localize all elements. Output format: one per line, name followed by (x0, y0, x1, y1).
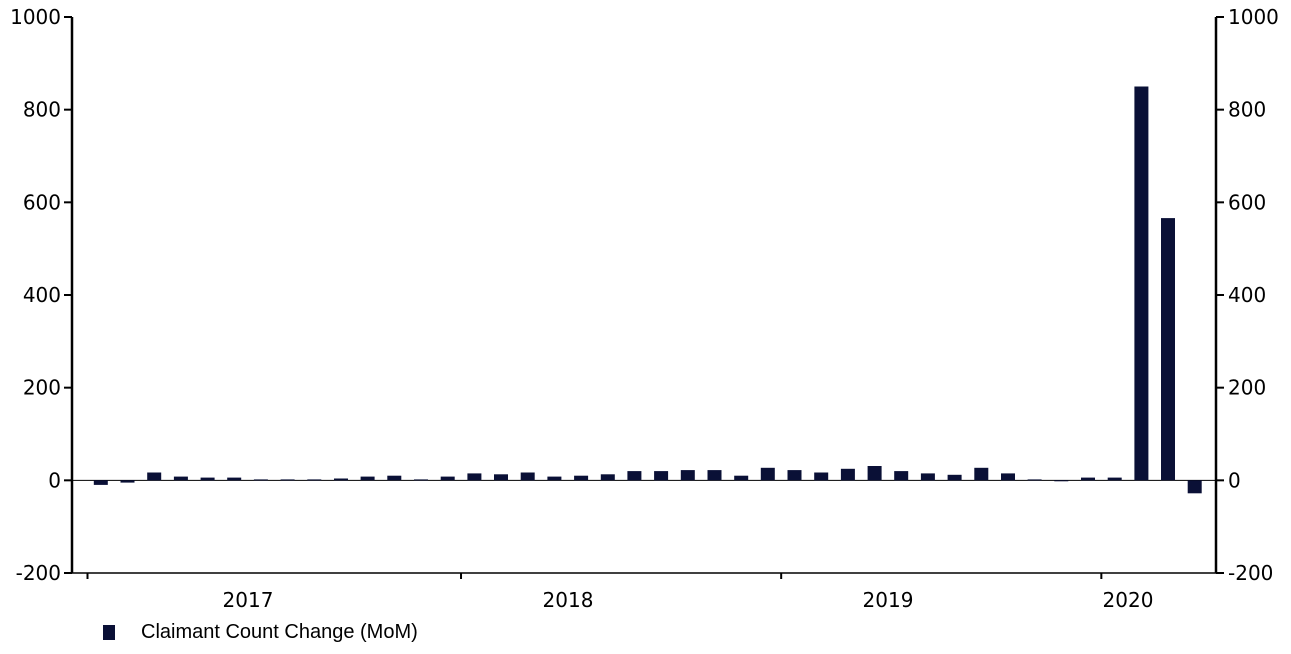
bar (467, 473, 482, 481)
x-ticks: 2017 2018 2019 2020 (86, 573, 1154, 612)
bar (760, 467, 775, 481)
bar (120, 480, 135, 483)
bar (440, 476, 455, 481)
bar (1027, 479, 1042, 481)
bar (227, 477, 242, 481)
bar (387, 475, 402, 481)
bar (1187, 480, 1202, 494)
bar (920, 473, 935, 481)
bar (360, 476, 375, 481)
bar (1107, 477, 1122, 481)
y-tick-label-left: 1000 (10, 5, 61, 29)
x-tick-label: 2020 (1103, 588, 1154, 612)
bar (1081, 477, 1095, 481)
bar (787, 470, 802, 481)
bar (867, 466, 882, 481)
bar (947, 474, 962, 481)
y-tick-label-right: 600 (1228, 190, 1266, 214)
y-tick-label-right: 800 (1228, 98, 1266, 122)
bar (627, 471, 642, 481)
bar (894, 471, 909, 481)
bar (253, 479, 268, 481)
bar (520, 472, 535, 481)
y-tick-label-right: -200 (1228, 561, 1273, 585)
bars (93, 86, 1202, 494)
x-tick-label: 2018 (543, 588, 594, 612)
bar (1054, 480, 1069, 482)
y-tick-label-left: 0 (48, 468, 61, 492)
bar (547, 476, 562, 481)
y-tick-label-right: 0 (1228, 468, 1241, 492)
y-tick-label-right: 1000 (1228, 5, 1279, 29)
legend: Claimant Count Change (MoM) (103, 621, 418, 644)
x-tick-label: 2019 (863, 588, 914, 612)
bar (840, 468, 855, 481)
bar (974, 467, 989, 481)
bar (200, 477, 215, 481)
legend-label: Claimant Count Change (MoM) (141, 621, 418, 643)
bar (680, 470, 695, 481)
bar (1161, 218, 1175, 481)
bar (574, 475, 589, 481)
legend-swatch (103, 625, 115, 640)
y-tick-label-left: 400 (23, 283, 61, 307)
bar (707, 470, 722, 481)
y-tick-label-right: 400 (1228, 283, 1266, 307)
bar (280, 479, 295, 481)
y-tick-label-left: 600 (23, 190, 61, 214)
bar (307, 479, 322, 481)
bar (734, 475, 749, 481)
bar (654, 471, 669, 481)
bar (1134, 86, 1149, 481)
y-tick-label-left: 200 (23, 376, 61, 400)
bar (494, 474, 508, 481)
y-tick-label-left: 800 (23, 98, 61, 122)
bar (600, 474, 615, 481)
bar (173, 476, 188, 481)
x-tick-label: 2017 (223, 588, 274, 612)
bar (334, 478, 348, 481)
y-tick-label-left: -200 (16, 561, 61, 585)
bar (93, 480, 108, 485)
bar (147, 472, 162, 481)
chart-axes (70, 17, 1218, 574)
y-tick-label-right: 200 (1228, 376, 1266, 400)
y-ticks: 1000 1000 800 800 600 600 400 400 200 200 0 0 -200 -2… (10, 5, 1279, 585)
bar (414, 479, 428, 481)
bar (814, 472, 829, 481)
bar (1001, 473, 1015, 481)
